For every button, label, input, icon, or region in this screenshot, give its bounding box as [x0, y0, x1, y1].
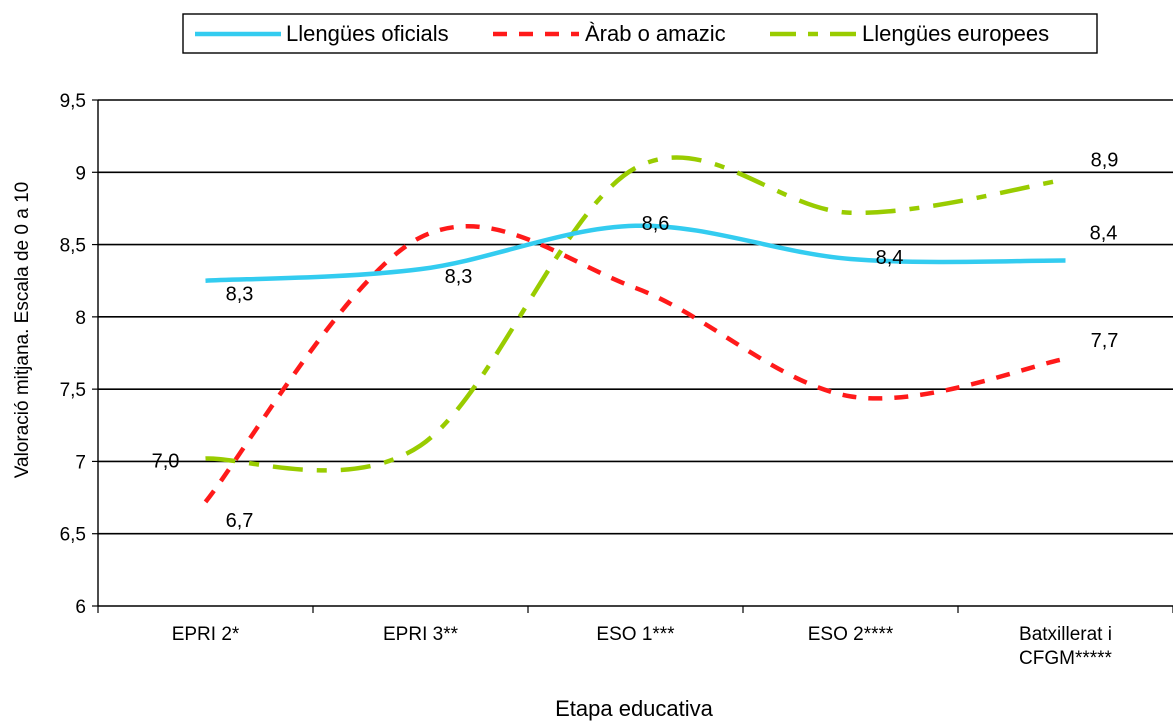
x-tick-label: ESO 1*** — [596, 624, 675, 645]
data-label: 8,3 — [226, 284, 254, 306]
y-tick-label: 9,5 — [60, 91, 86, 112]
data-label: 8,9 — [1091, 150, 1119, 172]
data-label: 8,3 — [445, 266, 473, 288]
data-label: 6,7 — [226, 510, 254, 532]
y-tick-label: 7,5 — [60, 380, 86, 401]
x-tick-label: Batxillerat i — [1019, 624, 1112, 645]
data-label: 8,4 — [876, 247, 904, 269]
y-tick-label: 8 — [75, 308, 86, 329]
legend-label: Àrab o amazic — [585, 21, 726, 46]
y-tick-label: 7 — [75, 452, 86, 473]
legend-box — [182, 13, 1098, 54]
series-line — [205, 223, 1066, 283]
x-tick-label: EPRI 2* — [172, 624, 240, 645]
x-tick-label: CFGM***** — [1019, 648, 1113, 669]
series-group — [203, 155, 1066, 504]
y-tick-label: 6,5 — [60, 525, 86, 546]
x-tick-label: ESO 2**** — [808, 624, 894, 645]
data-label: 7,0 — [152, 451, 180, 473]
legend-label: Llengües europees — [862, 21, 1049, 46]
data-label: 8,6 — [642, 213, 670, 235]
y-axis: 6 6,5 7 7,5 8 8,5 9 9,5 — [60, 91, 99, 618]
x-axis: EPRI 2* EPRI 3** ESO 1*** ESO 2**** Batxille… — [97, 605, 1173, 669]
series-line — [203, 224, 1066, 504]
legend-label: Llengües oficials — [286, 21, 449, 46]
y-axis-label: Valoració mitjana. Escala de 0 a 10 — [12, 182, 33, 478]
series-line — [205, 155, 1066, 473]
gridlines — [98, 99, 1173, 535]
data-label: 8,4 — [1090, 222, 1118, 244]
y-tick-label: 9 — [75, 163, 86, 184]
y-tick-label: 8,5 — [60, 236, 86, 257]
legend: Llengües oficials Àrab o amazic Llengües e… — [182, 13, 1098, 54]
data-labels: 8,3 8,3 8,6 8,4 8,4 6,7 7,7 7,0 8,9 — [152, 150, 1119, 532]
y-tick-label: 6 — [75, 597, 86, 618]
x-axis-label: Etapa educativa — [555, 696, 714, 721]
data-label: 7,7 — [1091, 330, 1119, 352]
x-tick-label: EPRI 3** — [383, 624, 459, 645]
